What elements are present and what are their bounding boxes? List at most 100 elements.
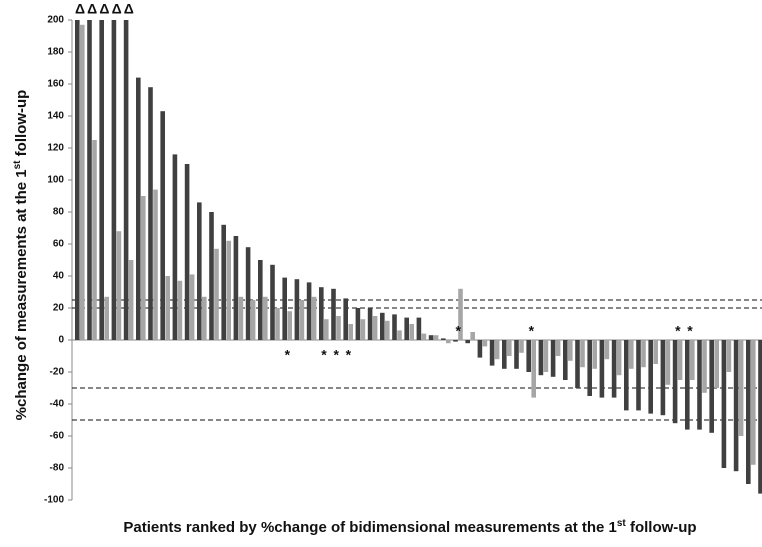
bar xyxy=(458,288,463,340)
bar xyxy=(726,340,732,372)
annotation: Δ xyxy=(75,1,85,17)
bar xyxy=(489,340,495,366)
annotation: * xyxy=(529,323,535,339)
bar xyxy=(477,340,483,358)
bar xyxy=(116,231,122,340)
bar xyxy=(636,340,641,411)
bar xyxy=(128,260,134,340)
bar xyxy=(507,340,512,356)
x-title-sup: st xyxy=(617,518,627,529)
bar xyxy=(714,340,719,388)
bar xyxy=(104,296,109,340)
bar xyxy=(221,224,226,340)
bar xyxy=(311,296,317,340)
y-tick-label: 100 xyxy=(47,175,64,186)
bar xyxy=(599,340,605,398)
bar xyxy=(746,340,751,484)
bar xyxy=(531,340,536,398)
bar xyxy=(385,320,390,340)
bar xyxy=(494,340,500,360)
annotation: * xyxy=(455,323,461,339)
bar xyxy=(233,236,239,340)
bar xyxy=(80,24,85,341)
bar xyxy=(263,296,268,340)
bar xyxy=(653,340,658,364)
bar xyxy=(543,340,549,372)
y-tick-label: 40 xyxy=(53,271,65,282)
bar xyxy=(550,340,556,377)
bar xyxy=(421,333,427,340)
y-tick-label: 0 xyxy=(58,335,64,346)
y-tick-label: 60 xyxy=(53,239,65,250)
bar xyxy=(555,340,561,356)
bar xyxy=(709,340,714,433)
bar xyxy=(702,340,707,393)
bar xyxy=(685,340,690,430)
bar xyxy=(111,20,117,340)
bar xyxy=(197,202,202,340)
bar xyxy=(660,340,666,416)
bar xyxy=(482,340,488,347)
annotation: * xyxy=(687,323,693,339)
bar xyxy=(226,240,231,340)
bar xyxy=(604,340,610,360)
bar xyxy=(470,332,475,340)
bar xyxy=(245,247,251,340)
bar xyxy=(624,340,629,411)
bar xyxy=(270,264,275,340)
bar xyxy=(380,312,385,340)
bar xyxy=(409,324,414,340)
bar xyxy=(502,340,507,369)
bar xyxy=(202,296,207,340)
x-title-part: Patients ranked by %change of bidimensio… xyxy=(123,519,616,536)
bar xyxy=(87,20,92,340)
annotation: Δ xyxy=(99,1,109,17)
bar xyxy=(177,280,183,340)
bar xyxy=(238,296,244,340)
bar xyxy=(287,311,292,340)
bar xyxy=(404,317,409,340)
y-tick-label: -60 xyxy=(50,431,65,442)
bar xyxy=(209,212,214,340)
bar xyxy=(465,340,470,344)
annotation: Δ xyxy=(112,1,122,17)
annotation: Δ xyxy=(124,1,134,17)
bar xyxy=(153,189,158,340)
y-tick-label: 200 xyxy=(47,15,64,26)
y-title-part: follow-up xyxy=(13,90,30,161)
annotation: * xyxy=(285,347,291,363)
bar xyxy=(189,274,195,340)
bar xyxy=(360,319,366,340)
bar xyxy=(348,324,353,340)
bar xyxy=(616,340,622,376)
bar xyxy=(641,340,646,368)
bar xyxy=(665,340,671,385)
bar xyxy=(372,316,378,340)
y-tick-label: -100 xyxy=(44,495,64,506)
bar xyxy=(148,87,153,340)
bar xyxy=(575,340,580,388)
bar xyxy=(160,111,165,340)
bar xyxy=(453,340,458,342)
bar xyxy=(331,288,336,340)
annotation: * xyxy=(333,347,339,363)
bar xyxy=(184,164,190,340)
bar xyxy=(592,340,597,369)
bar xyxy=(75,20,80,340)
bar xyxy=(526,340,531,372)
y-tick-label: 120 xyxy=(47,143,64,154)
bar xyxy=(751,340,756,465)
bar xyxy=(568,340,573,361)
annotation: * xyxy=(321,347,327,363)
y-title-sup: st xyxy=(12,160,23,170)
annotation: * xyxy=(346,347,352,363)
bar xyxy=(336,316,341,340)
bar xyxy=(165,276,170,340)
bar xyxy=(514,340,519,369)
y-tick-label: 180 xyxy=(47,47,64,58)
bar xyxy=(563,340,568,380)
bar xyxy=(587,340,592,396)
y-axis-title: %change of measurements at the 1st follo… xyxy=(12,90,30,421)
bar xyxy=(428,335,434,340)
